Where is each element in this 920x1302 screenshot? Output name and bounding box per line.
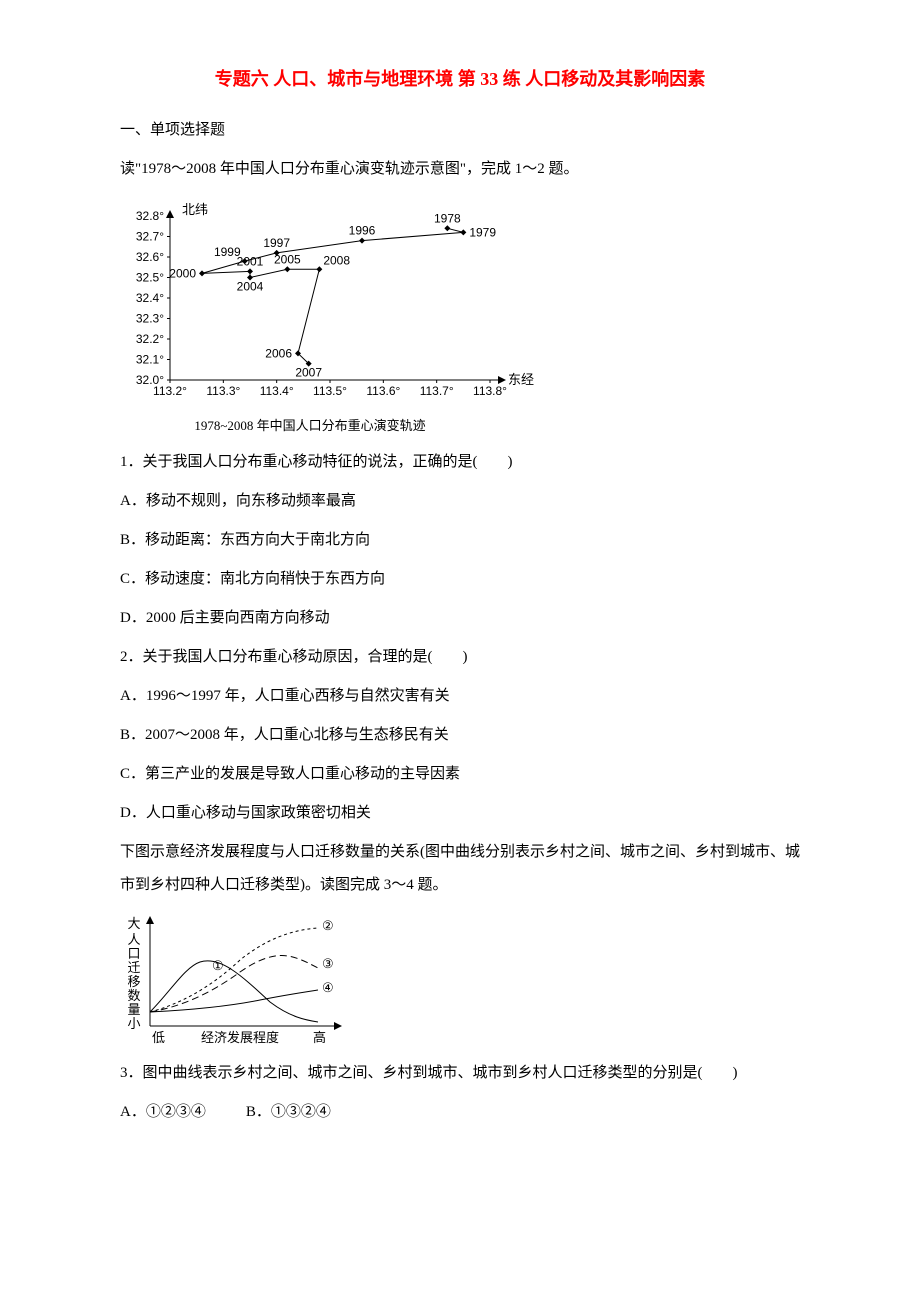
q2-opt-d: D．人口重心移动与国家政策密切相关 <box>120 797 800 830</box>
section-heading: 一、单项选择题 <box>120 114 800 147</box>
svg-text:④: ④ <box>322 980 334 995</box>
svg-text:高: 高 <box>313 1030 326 1045</box>
q1-opt-a: A．移动不规则，向东移动频率最高 <box>120 485 800 518</box>
q2-opt-b: B．2007～2008 年，人口重心北移与生态移民有关 <box>120 719 800 752</box>
svg-text:低: 低 <box>152 1030 165 1045</box>
svg-text:32.5°: 32.5° <box>136 270 164 284</box>
q3-opts: A．①②③④ B．①③②④ <box>120 1096 800 1129</box>
svg-text:1979: 1979 <box>469 225 496 239</box>
svg-text:2001: 2001 <box>237 254 264 268</box>
q2-opt-a: A．1996～1997 年，人口重心西移与自然灾害有关 <box>120 680 800 713</box>
svg-text:2008: 2008 <box>323 253 350 267</box>
svg-text:32.1°: 32.1° <box>136 352 164 366</box>
chart-2: 大人口迁移数量小低 经济发展程度 高 ① ② ③ ④ <box>120 916 800 1051</box>
svg-text:113.6°: 113.6° <box>366 384 400 398</box>
svg-text:1997: 1997 <box>263 235 290 249</box>
q1-opt-b: B．移动距离：东西方向大于南北方向 <box>120 524 800 557</box>
svg-text:32.6°: 32.6° <box>136 250 164 264</box>
svg-text:2005: 2005 <box>274 252 301 266</box>
svg-text:2007: 2007 <box>295 365 322 379</box>
svg-text:32.8°: 32.8° <box>136 209 164 223</box>
svg-text:东经: 东经 <box>508 372 534 387</box>
svg-text:①: ① <box>212 958 224 973</box>
svg-text:113.8°: 113.8° <box>473 384 507 398</box>
svg-text:量: 量 <box>127 1002 140 1017</box>
svg-text:数: 数 <box>127 988 140 1003</box>
svg-text:113.5°: 113.5° <box>313 384 347 398</box>
svg-text:113.2°: 113.2° <box>153 384 187 398</box>
svg-text:32.3°: 32.3° <box>136 311 164 325</box>
svg-text:②: ② <box>322 918 334 933</box>
q3-stem: 3．图中曲线表示乡村之间、城市之间、乡村到城市、城市到乡村人口迁移类型的分别是(… <box>120 1057 800 1090</box>
intro-1: 读"1978～2008 年中国人口分布重心演变轨迹示意图"，完成 1～2 题。 <box>120 153 800 186</box>
svg-text:③: ③ <box>322 956 334 971</box>
intro-2: 下图示意经济发展程度与人口迁移数量的关系(图中曲线分别表示乡村之间、城市之间、乡… <box>120 836 800 902</box>
chart-1: 北纬东经32.0°32.1°32.2°32.3°32.4°32.5°32.6°3… <box>120 200 800 441</box>
svg-text:经济发展程度: 经济发展程度 <box>201 1030 279 1045</box>
q1-opt-c: C．移动速度：南北方向稍快于东西方向 <box>120 563 800 596</box>
q3-opt-a: A．①②③④ <box>120 1104 206 1120</box>
svg-text:2006: 2006 <box>265 346 292 360</box>
chart-1-caption: 1978~2008 年中国人口分布重心演变轨迹 <box>120 412 500 441</box>
svg-text:2000: 2000 <box>169 266 196 280</box>
q1-stem: 1．关于我国人口分布重心移动特征的说法，正确的是( ) <box>120 446 800 479</box>
chart-2-svg: 大人口迁移数量小低 经济发展程度 高 ① ② ③ ④ <box>120 916 350 1051</box>
svg-text:人: 人 <box>127 932 140 947</box>
q1-opt-d: D．2000 后主要向西南方向移动 <box>120 602 800 635</box>
svg-text:32.2°: 32.2° <box>136 332 164 346</box>
svg-text:1978: 1978 <box>434 211 461 225</box>
svg-text:迁: 迁 <box>127 960 140 975</box>
svg-text:32.7°: 32.7° <box>136 229 164 243</box>
q3-opt-b: B．①③②④ <box>246 1104 331 1120</box>
svg-text:移: 移 <box>127 974 140 989</box>
q2-opt-c: C．第三产业的发展是导致人口重心移动的主导因素 <box>120 758 800 791</box>
svg-text:113.7°: 113.7° <box>420 384 454 398</box>
svg-text:口: 口 <box>127 946 140 961</box>
svg-text:32.4°: 32.4° <box>136 291 164 305</box>
svg-text:北纬: 北纬 <box>182 202 208 217</box>
page-title: 专题六 人口、城市与地理环境 第 33 练 人口移动及其影响因素 <box>120 60 800 100</box>
svg-text:113.3°: 113.3° <box>206 384 240 398</box>
svg-text:1996: 1996 <box>349 223 376 237</box>
chart-1-svg: 北纬东经32.0°32.1°32.2°32.3°32.4°32.5°32.6°3… <box>120 200 540 410</box>
svg-text:2004: 2004 <box>237 279 264 293</box>
q2-stem: 2．关于我国人口分布重心移动原因，合理的是( ) <box>120 641 800 674</box>
svg-text:小: 小 <box>127 1016 140 1031</box>
svg-text:大: 大 <box>127 916 140 931</box>
svg-text:113.4°: 113.4° <box>260 384 294 398</box>
